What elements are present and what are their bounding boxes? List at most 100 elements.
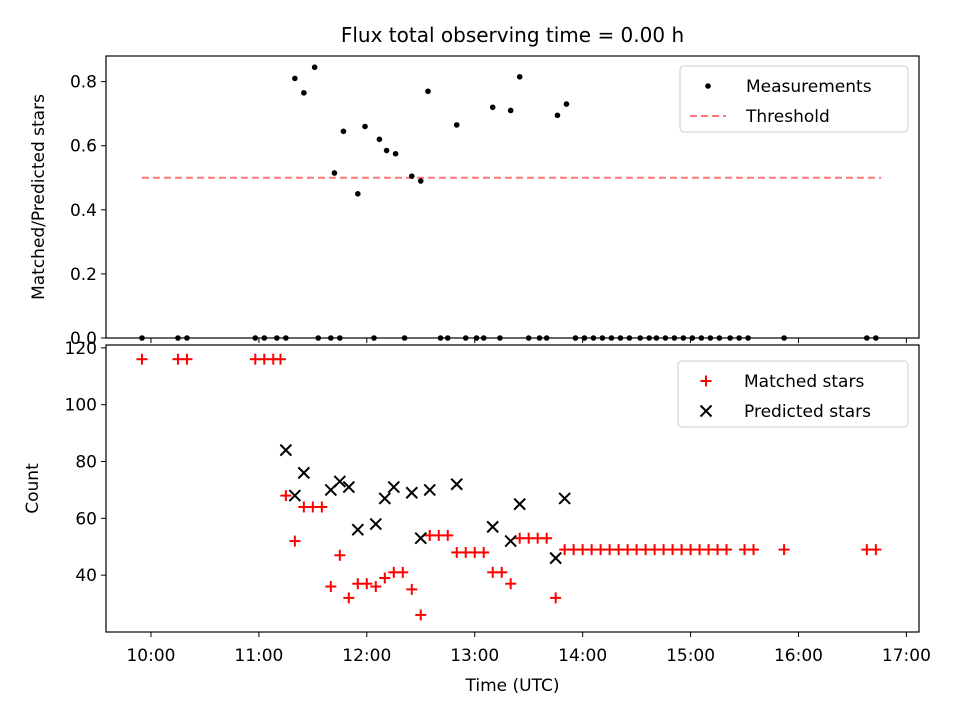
predicted-marker-b (351, 523, 365, 536)
measurement-point (355, 190, 361, 197)
predicted-marker-b (423, 483, 436, 497)
measurement-point (707, 335, 714, 341)
measurement-point (745, 335, 751, 341)
measurement-point (525, 335, 532, 341)
measurement-point (626, 335, 633, 341)
matched-star-point (505, 578, 517, 590)
predicted-marker-b (288, 489, 302, 502)
bottom-y-tick-label: 80 (75, 453, 97, 473)
measurement-point (716, 335, 723, 341)
predicted-star-point (279, 443, 293, 457)
predicted-marker-b (450, 478, 463, 491)
predicted-star-point (297, 466, 311, 480)
matched-star-point (343, 592, 355, 604)
predicted-star-point (351, 523, 365, 536)
matched-star-point (478, 546, 490, 558)
top-plot-area: 0.0 0.2 0.4 0.6 0.8 Measurements Threshold (70, 55, 920, 349)
measurement-point (781, 335, 787, 341)
measurement-point (311, 64, 318, 71)
measurement-point (340, 128, 347, 135)
predicted-marker-b (369, 517, 383, 531)
predicted-star-point (504, 534, 517, 548)
matched-star-point (442, 529, 454, 541)
matched-star-point (361, 578, 373, 590)
top-y-axis-label: Matched/Predicted stars (29, 94, 49, 300)
measurement-point (507, 107, 514, 114)
predicted-marker-b (549, 551, 562, 565)
bottom-y-tick-label: 40 (75, 566, 97, 586)
matched-star-point (274, 353, 286, 365)
bottom-y-tick-label: 100 (65, 396, 97, 416)
top-y-tick-label: 0.2 (70, 265, 97, 285)
matched-star-point (870, 544, 882, 556)
measurement-point (572, 335, 579, 341)
bottom-legend-label: Matched stars (744, 372, 864, 392)
measurement-point (563, 101, 570, 107)
matched-star-point (379, 572, 391, 584)
measurement-point (425, 88, 431, 95)
matched-star-point (496, 566, 508, 578)
measurement-point (437, 335, 444, 341)
measurement-point (283, 335, 289, 341)
measurement-point (480, 335, 487, 341)
measurement-point (184, 335, 190, 341)
measurement-point (261, 335, 268, 341)
predicted-marker-b (513, 497, 526, 511)
matched-star-point (325, 581, 337, 593)
top-y-tick-label: 0.6 (70, 137, 97, 157)
bottom-legend-marker (699, 404, 713, 418)
predicted-star-point (549, 551, 562, 565)
top-axes-frame (105, 55, 920, 339)
predicted-star-point (387, 480, 400, 494)
x-tick-label: 11:00 (234, 646, 283, 666)
measurement-point (536, 335, 543, 341)
measurement-point (516, 74, 523, 80)
top-legend-box (679, 65, 909, 133)
measurement-point (376, 136, 383, 143)
measurement-point (383, 147, 390, 154)
predicted-star-point (486, 520, 499, 534)
measurement-point (408, 173, 415, 179)
measurement-point (554, 112, 561, 119)
measurement-point (252, 335, 259, 341)
matched-star-point (550, 592, 562, 604)
measurement-point (473, 335, 480, 341)
bottom-legend-label: Predicted stars (744, 402, 871, 422)
predicted-marker-b (378, 492, 392, 505)
matched-star-point (397, 566, 409, 578)
x-tick-label: 15:00 (666, 646, 715, 666)
x-tick-label: 14:00 (558, 646, 607, 666)
matched-star-point (181, 353, 193, 365)
bottom-y-axis-label: Count (23, 463, 43, 514)
measurement-point (444, 335, 451, 341)
measurement-point (698, 335, 705, 341)
predicted-marker-b (333, 475, 347, 488)
measurement-point (637, 335, 644, 341)
measurement-point (689, 335, 696, 341)
measurement-point (328, 335, 334, 341)
measurement-point (462, 335, 469, 341)
measurement-point (175, 335, 181, 341)
predicted-star-point (450, 478, 463, 491)
x-tick-label: 17:00 (882, 646, 931, 666)
x-tick-label: 16:00 (774, 646, 823, 666)
x-tick-label: 13:00 (450, 646, 499, 666)
matched-star-point (748, 544, 760, 556)
matched-star-point (316, 501, 328, 513)
predicted-marker-b (504, 534, 517, 548)
matched-star-point (778, 544, 790, 556)
matched-star-point (415, 609, 427, 621)
measurement-point (581, 335, 588, 341)
predicted-star-point (288, 489, 302, 502)
measurement-point (362, 123, 368, 130)
x-tick-label: 10:00 (126, 646, 175, 666)
bottom-axes-frame (105, 344, 920, 633)
top-legend-label: Measurements (746, 77, 872, 97)
matched-star-point (721, 544, 733, 556)
predicted-marker-b (387, 480, 400, 494)
predicted-marker-b (486, 520, 499, 534)
measurement-point (392, 150, 399, 157)
measurement-point (497, 335, 503, 341)
matched-star-point (541, 532, 553, 544)
measurement-point (646, 335, 652, 341)
